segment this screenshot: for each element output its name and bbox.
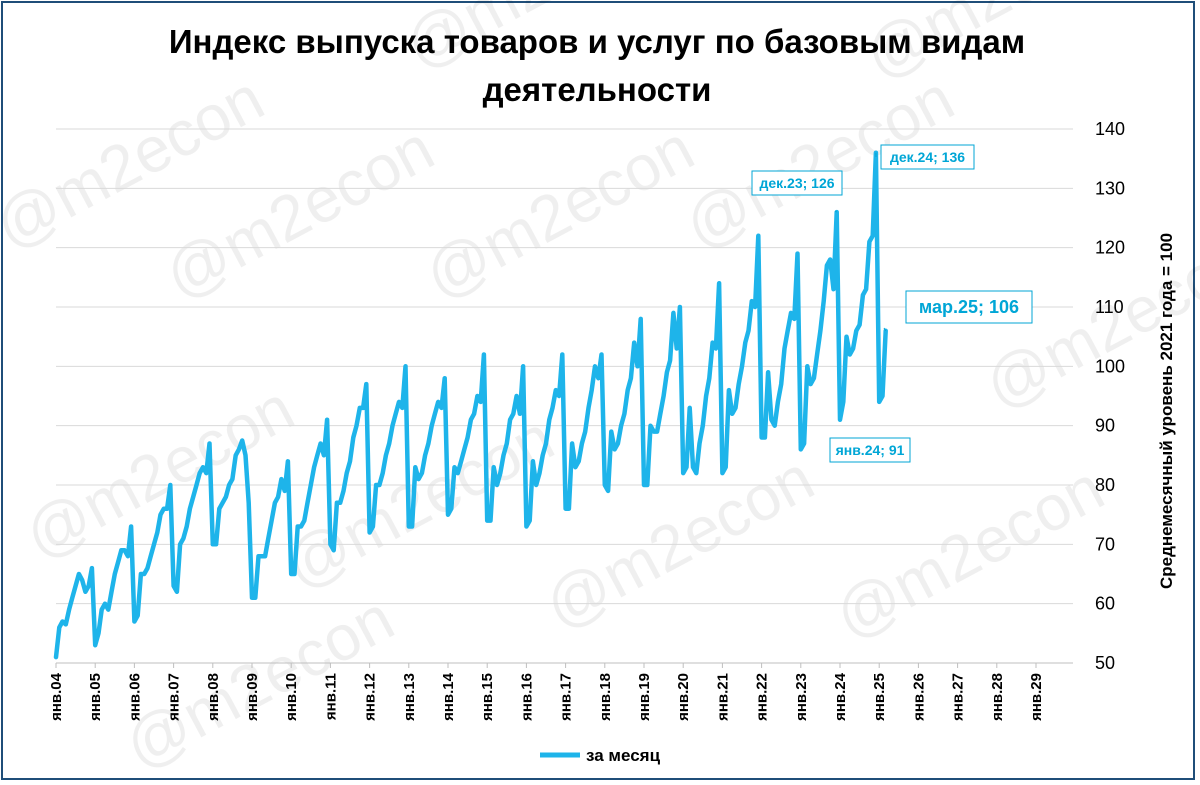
x-tick-label: янв.25 <box>871 673 888 721</box>
y-tick-labels: 50 60 70 80 90 100 110 120 130 140 <box>1095 119 1125 673</box>
x-tick-label: янв.28 <box>989 673 1006 721</box>
annotation-box <box>905 290 1033 324</box>
x-tick-label: янв.12 <box>362 673 379 721</box>
x-tick-label: янв.11 <box>322 673 339 720</box>
x-tick-label: янв.24 <box>832 672 849 721</box>
watermark-text: @m2econ <box>273 401 565 602</box>
x-tick-label: янв.08 <box>205 673 222 721</box>
y-tick-label: 130 <box>1095 178 1125 198</box>
x-tick-label: янв.05 <box>87 673 104 721</box>
annotations-layer: дек.23; 126 дек.24; 136 янв.24; 91 мар.25; … <box>751 144 1033 463</box>
series-line <box>53 150 888 660</box>
y-tick-label: 60 <box>1095 594 1115 614</box>
annotation-box <box>751 170 843 196</box>
watermark-text: @m2econ <box>823 451 1115 652</box>
x-tick-label: янв.13 <box>401 673 418 721</box>
x-tick-labels: янв.04 янв.05 янв.06 янв.07 янв.08 янв.09 янв.… <box>48 672 1045 721</box>
x-tick-label: янв.06 <box>126 673 143 721</box>
y-tick-label: 110 <box>1095 297 1124 317</box>
x-tick-label: янв.16 <box>518 673 535 721</box>
legend: за месяц <box>540 746 661 765</box>
y-tick-label: 90 <box>1095 416 1115 436</box>
y-tick-label: 50 <box>1095 653 1115 673</box>
x-tick-label: янв.21 <box>714 673 731 721</box>
watermark-text: @m2econ <box>13 371 305 572</box>
watermark-text: @m2econ <box>853 0 1145 92</box>
x-tick-label: янв.20 <box>675 673 692 721</box>
y-tick-label: 80 <box>1095 475 1115 495</box>
y-tick-label: 140 <box>1095 119 1125 139</box>
annotation-label: янв.24; 91 <box>836 442 905 458</box>
chart-title-line-2: деятельности <box>482 71 712 108</box>
series-layer <box>53 150 888 660</box>
watermark-text: @m2econ <box>393 0 685 82</box>
annotation-label: дек.23; 126 <box>759 175 834 191</box>
x-tick-label: янв.07 <box>166 673 183 721</box>
y-tick-label: 100 <box>1095 356 1125 376</box>
annotation-label: мар.25; 106 <box>919 297 1019 317</box>
y-axis-label: Среднемесячный уровень 2021 года = 100 <box>1157 233 1176 589</box>
watermark-text: @m2econ <box>413 111 705 312</box>
annotation-leader <box>883 327 887 332</box>
x-tick-label: янв.09 <box>244 673 261 721</box>
x-tick-label: янв.15 <box>479 673 496 721</box>
chart-title: Индекс выпуска товаров и услуг по базовы… <box>0 18 1194 114</box>
x-tick-label: янв.29 <box>1028 673 1045 721</box>
x-tick-label: янв.22 <box>754 673 771 721</box>
x-tick-label: янв.23 <box>793 673 810 721</box>
x-tick-label: янв.10 <box>283 673 300 721</box>
x-tick-label: янв.18 <box>597 673 614 721</box>
annotation-leader <box>834 210 837 213</box>
annotation-box <box>880 144 975 170</box>
x-tick-label: янв.26 <box>910 673 927 721</box>
annotation-label: дек.24; 136 <box>890 149 965 165</box>
x-tick-label: янв.14 <box>440 672 457 721</box>
watermark-text: @m2econ <box>533 441 825 642</box>
legend-label: за месяц <box>586 746 661 765</box>
chart-title-line-1: Индекс выпуска товаров и услуг по базовы… <box>168 23 1026 60</box>
y-tick-label: 120 <box>1095 238 1125 258</box>
y-tick-label: 70 <box>1095 534 1115 554</box>
x-tick-label: янв.27 <box>950 673 967 721</box>
x-tick-label: янв.19 <box>636 673 653 721</box>
annotation-box <box>829 437 911 463</box>
x-tick-label: янв.17 <box>558 673 575 721</box>
x-tick-label: янв.04 <box>48 672 65 721</box>
